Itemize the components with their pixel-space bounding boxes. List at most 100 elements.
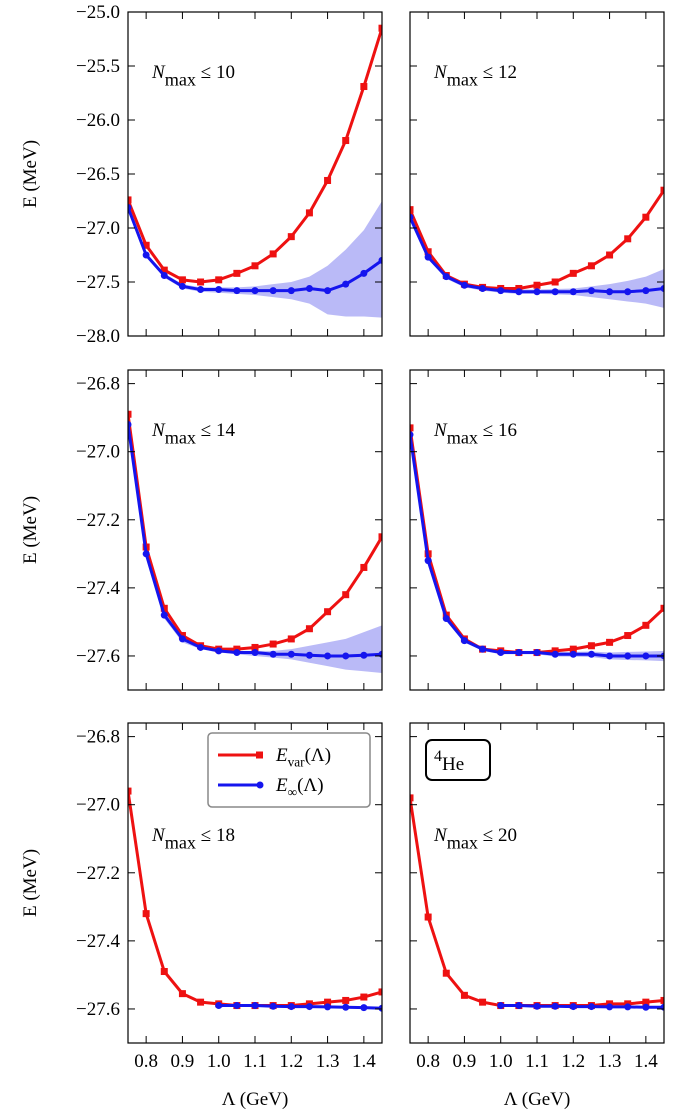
marker — [269, 287, 277, 295]
y-tick-label: −27.0 — [76, 442, 120, 463]
marker — [178, 635, 186, 643]
marker — [360, 993, 368, 1001]
panel-annotation: Nmax ≤ 12 — [433, 62, 517, 89]
marker — [160, 266, 168, 274]
y-tick-label: −26.8 — [76, 727, 120, 748]
marker — [606, 652, 614, 660]
y-axis-label: E (MeV) — [20, 849, 41, 917]
text-sub: max — [447, 427, 478, 447]
text-rest: ≤ 10 — [196, 62, 235, 83]
x-tick-label: 1.1 — [525, 1051, 549, 1072]
marker — [533, 288, 541, 296]
series-line — [128, 424, 382, 658]
marker — [479, 645, 487, 653]
marker — [269, 640, 277, 648]
legend-label: Evar(Λ) — [275, 745, 331, 769]
uncertainty-band — [128, 421, 382, 673]
marker — [305, 1003, 313, 1011]
series-line — [218, 1004, 382, 1010]
marker — [460, 991, 468, 999]
plot-area — [128, 410, 382, 673]
marker — [624, 288, 632, 296]
x-tick-label: 1.0 — [489, 1051, 513, 1072]
marker — [410, 206, 414, 214]
marker — [269, 1002, 277, 1010]
panel-annotation: Nmax ≤ 10 — [151, 62, 235, 89]
x-tick-label: 1.0 — [207, 1051, 231, 1072]
plot-area — [410, 424, 664, 662]
marker — [324, 652, 332, 660]
legend: Evar(Λ)E∞(Λ) — [207, 732, 371, 808]
marker — [497, 287, 505, 295]
marker — [410, 213, 414, 221]
marker — [479, 284, 487, 292]
marker — [378, 1004, 382, 1012]
y-tick-label: −26.8 — [76, 374, 120, 395]
marker — [287, 233, 295, 241]
marker — [128, 410, 132, 418]
marker — [587, 1003, 595, 1011]
marker — [460, 637, 468, 645]
marker — [197, 286, 205, 294]
marker — [233, 287, 241, 295]
plot-area — [128, 787, 382, 1012]
marker — [142, 241, 150, 249]
text-sub: max — [447, 832, 478, 852]
y-tick-label: −28.0 — [76, 326, 120, 347]
marker — [424, 557, 432, 565]
marker — [128, 196, 132, 204]
marker — [642, 213, 650, 221]
marker — [660, 186, 664, 194]
y-tick-label: −27.0 — [76, 218, 120, 239]
x-tick-label: 1.2 — [561, 1051, 585, 1072]
y-tick-label: −27.6 — [76, 646, 120, 667]
uncertainty-band — [410, 432, 664, 662]
marker — [178, 276, 186, 284]
legend-box — [207, 732, 371, 808]
panel: Nmax ≤ 16 — [409, 369, 665, 691]
marker — [251, 1002, 259, 1010]
x-tick-label: 1.2 — [279, 1051, 303, 1072]
marker — [642, 998, 650, 1006]
marker — [142, 910, 150, 918]
text-rest: (Λ) — [305, 745, 331, 766]
marker — [378, 533, 382, 541]
panel: Nmax ≤ 12 — [409, 11, 665, 337]
marker — [660, 996, 664, 1004]
marker — [606, 1003, 614, 1011]
marker — [442, 273, 450, 281]
marker — [305, 651, 313, 659]
marker — [606, 638, 614, 646]
marker — [660, 604, 664, 612]
x-axis-label: Λ (GeV) — [504, 1089, 571, 1110]
text-main: N — [151, 420, 166, 441]
series-line — [500, 1004, 664, 1009]
marker — [624, 235, 632, 243]
marker — [360, 269, 368, 277]
marker — [342, 137, 350, 145]
marker — [497, 649, 505, 657]
marker — [606, 251, 614, 259]
text-rest: (Λ) — [297, 775, 323, 796]
marker — [424, 913, 432, 921]
marker — [410, 424, 414, 432]
marker — [142, 251, 150, 259]
marker — [460, 281, 468, 289]
panel: 0.8 0.9 1.0 1.1 1.2 1.3 1.4 Nmax ≤ 20 Λ (GeV) 4He — [409, 722, 665, 1110]
panel-annotation: Nmax ≤ 16 — [433, 420, 517, 447]
marker — [569, 1003, 577, 1011]
marker — [233, 1002, 241, 1010]
marker — [378, 988, 382, 996]
text-sub: max — [165, 832, 196, 852]
series-line — [410, 216, 664, 294]
text-sub: max — [447, 69, 478, 89]
series-line — [410, 434, 664, 658]
panel: −27.6 −27.4 −27.2 −27.0 −26.8 Nmax ≤ 14 E (MeV… — [20, 369, 383, 691]
marker — [215, 286, 223, 294]
x-tick-label: 0.9 — [453, 1051, 477, 1072]
marker — [342, 652, 350, 660]
text-sub: var — [288, 754, 306, 769]
y-tick-label: −26.0 — [76, 110, 120, 131]
marker — [378, 24, 382, 32]
marker — [287, 650, 295, 658]
